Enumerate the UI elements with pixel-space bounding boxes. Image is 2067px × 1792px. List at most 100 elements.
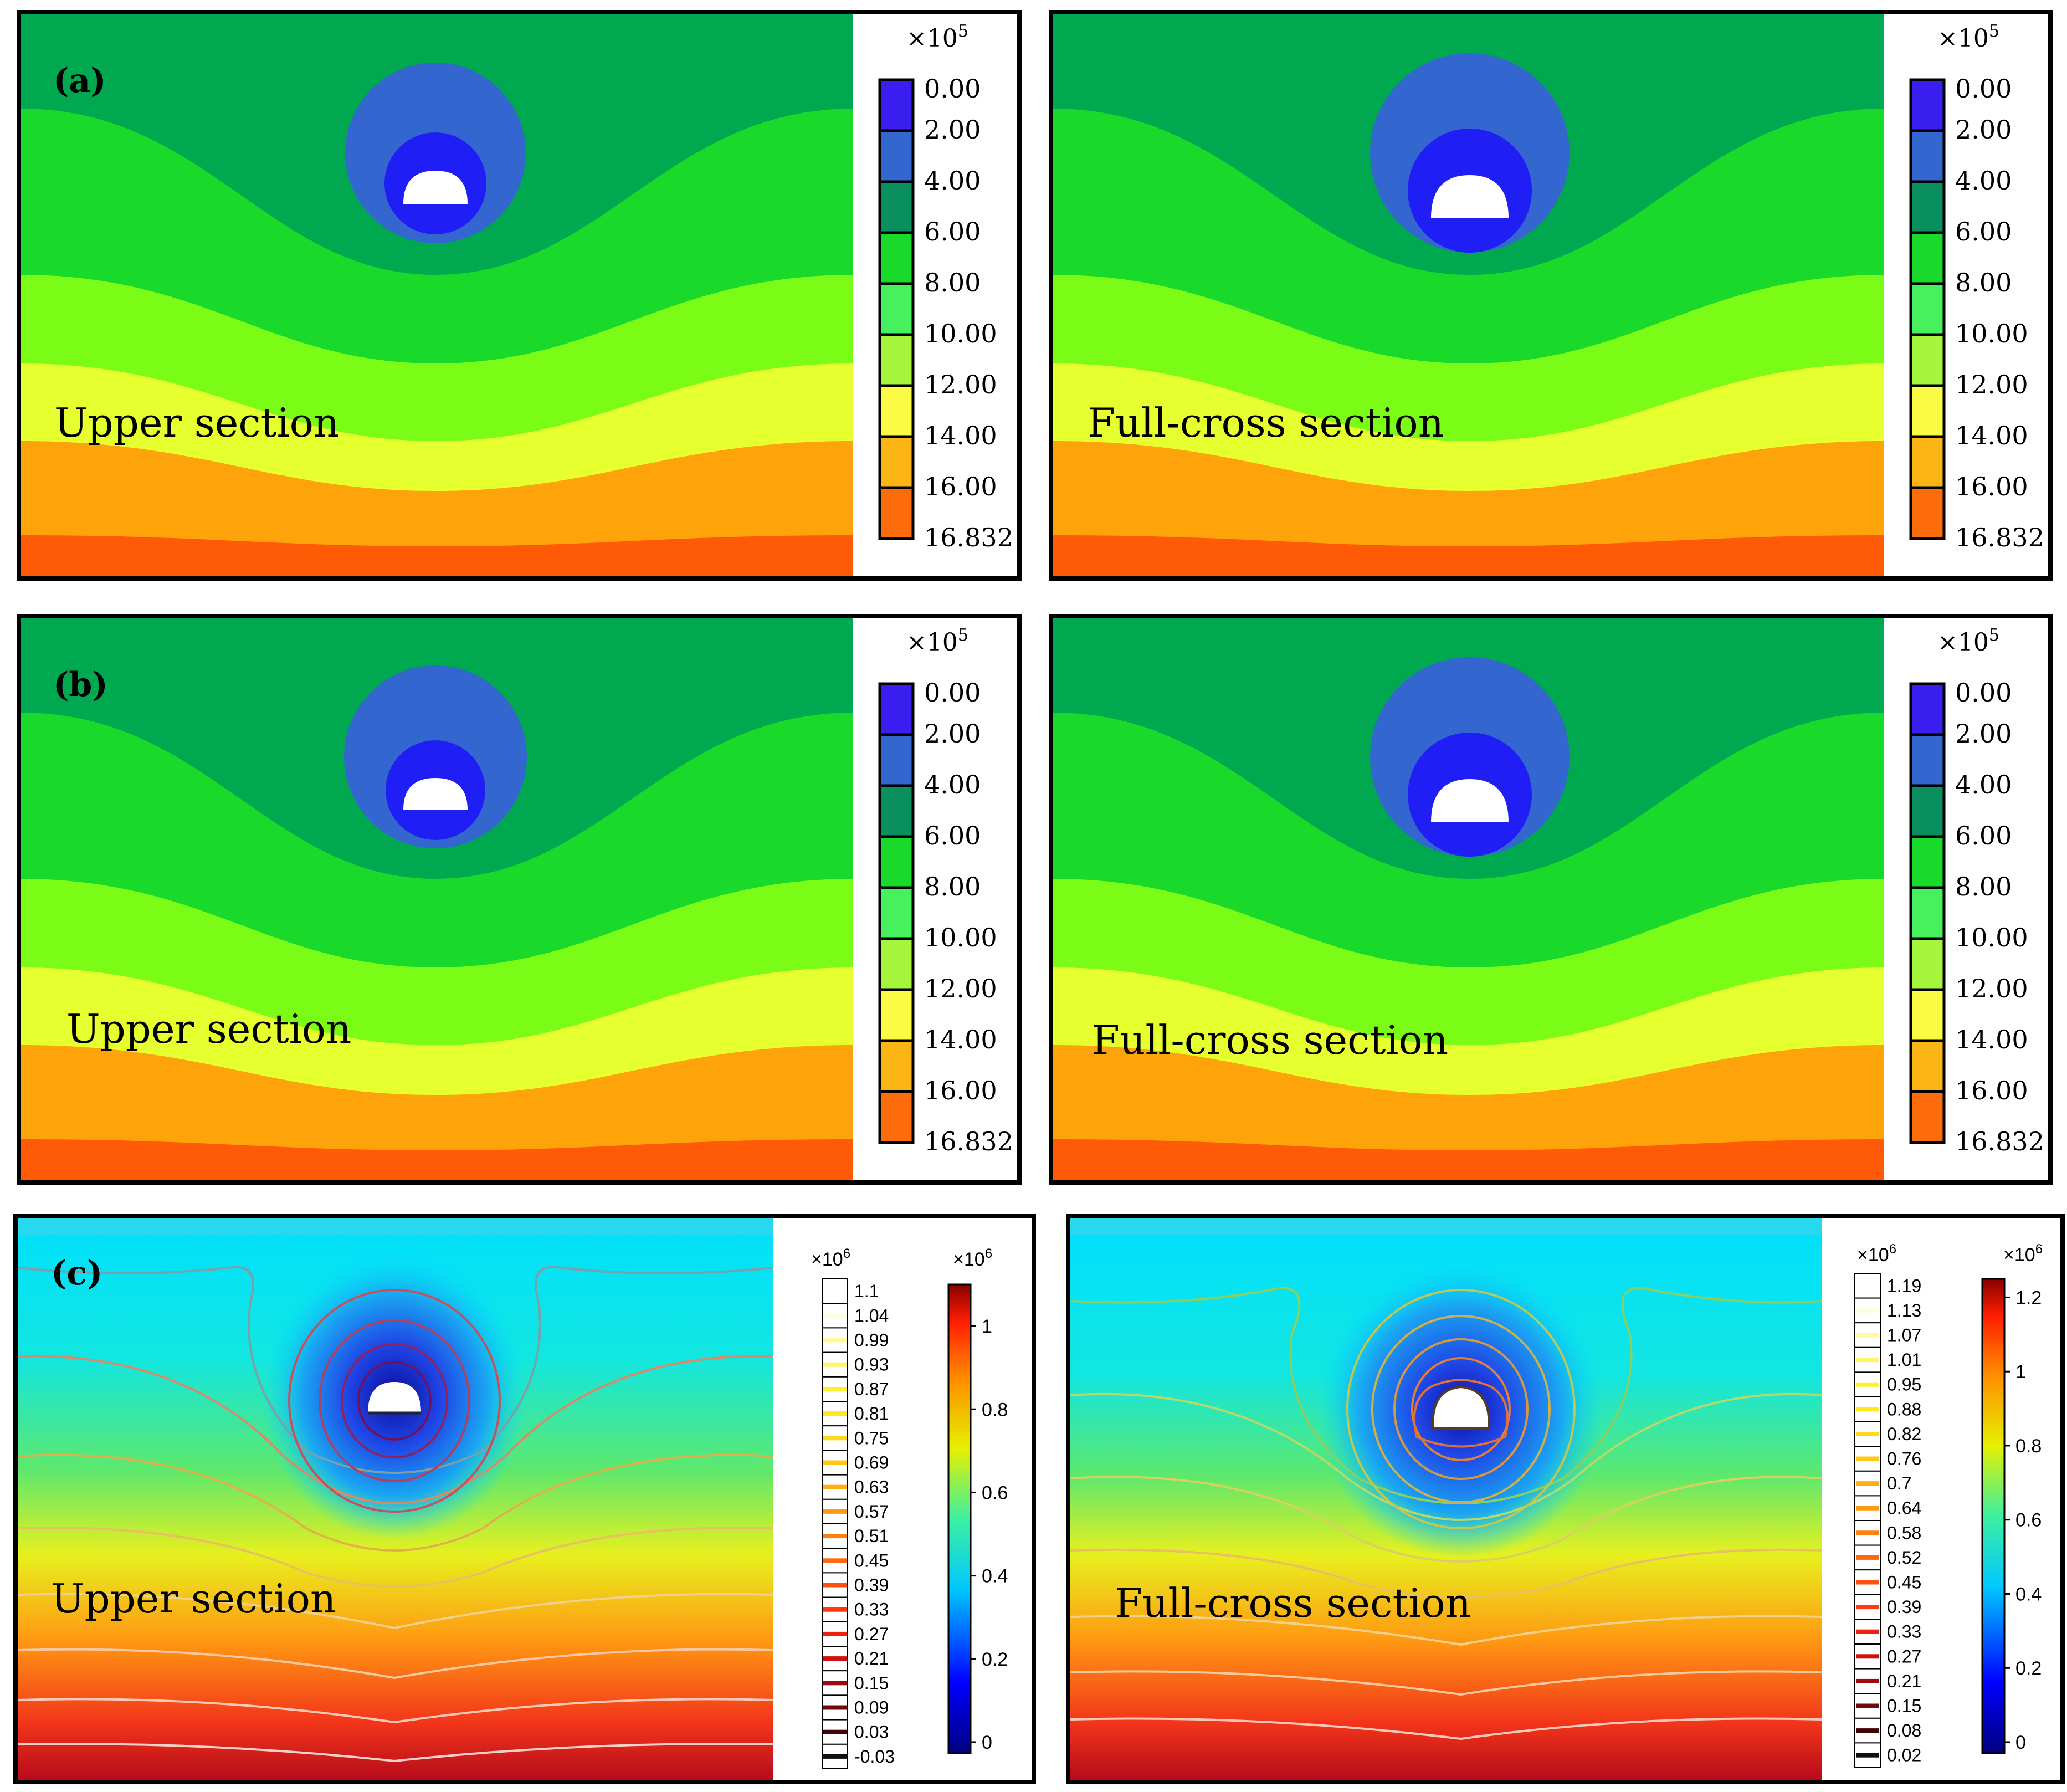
legend-swatch [878, 78, 915, 132]
legend-value: 16.832 [1955, 523, 2044, 552]
legend-swatch [878, 282, 915, 336]
legend-line [1856, 1333, 1879, 1338]
legend-value: 16.832 [924, 523, 1013, 552]
legend-line [1856, 1530, 1879, 1535]
legend-value: 0.99 [854, 1330, 889, 1350]
legend-value: 0.82 [1887, 1424, 1921, 1444]
legend-line [823, 1313, 847, 1318]
legend-line [1856, 1431, 1879, 1436]
legend-line [823, 1705, 847, 1710]
legend-value: 0.09 [854, 1698, 889, 1718]
legend-swatch [1909, 733, 1946, 787]
exponent-label-colorbar: ×106 [2003, 1242, 2043, 1266]
legend-value: 16.00 [924, 472, 997, 501]
colorbar-tick-label: 0 [2015, 1732, 2026, 1753]
legend-swatch [878, 486, 915, 540]
section-label: Upper section [66, 1006, 351, 1052]
exponent-label: ×106 [1857, 1242, 1896, 1266]
legend-line [1856, 1728, 1879, 1733]
legend-swatch [1909, 988, 1946, 1042]
legend-line [1856, 1678, 1879, 1683]
legend-swatch [1909, 486, 1946, 540]
legend-value: 0.27 [1887, 1646, 1921, 1666]
legend-line [1856, 1605, 1879, 1610]
legend-value: 8.00 [924, 268, 981, 298]
legend-line [823, 1509, 847, 1514]
legend-value: 6.00 [924, 821, 981, 851]
legend-value: 0.88 [1887, 1399, 1921, 1419]
legend-value: 8.00 [924, 872, 981, 902]
panel-a-upper-section: 0.00 2.00 4.00 6.00 8.00 10.00 12.00 14.00 16.00… [17, 10, 1022, 581]
tunnel-opening [1431, 175, 1509, 218]
panel-label: (a) [53, 62, 106, 100]
legend-value: 0.45 [1887, 1573, 1921, 1593]
legend-value: 0.39 [1887, 1597, 1921, 1617]
legend-value: 10.00 [924, 923, 997, 953]
section-label: Upper section [51, 1575, 336, 1622]
legend-line [823, 1338, 847, 1343]
legend-value: 0.39 [854, 1575, 889, 1595]
legend-line [1856, 1580, 1879, 1585]
legend-swatch [1909, 784, 1946, 838]
legend-line [1856, 1654, 1879, 1659]
legend-line [823, 1362, 847, 1367]
legend-value: 8.00 [1955, 872, 2012, 902]
legend-value: 6.00 [1955, 217, 2012, 247]
legend-line [1856, 1407, 1879, 1412]
legend-value: 2.00 [924, 719, 981, 749]
legend-value: 0.02 [1887, 1745, 1921, 1765]
legend-value: 14.00 [1955, 421, 2028, 450]
band-5 [21, 535, 853, 576]
contour-plot: ×106 ×106 1.19 1.13 1.07 1.01 0.95 0.88 0.82 0.… [1070, 1218, 2060, 1780]
legend-line [1856, 1703, 1879, 1708]
legend-line [823, 1607, 847, 1612]
legend-swatch [878, 384, 915, 438]
colorbar [947, 1283, 972, 1754]
legend-swatch [1909, 937, 1946, 991]
legend-value: 16.832 [1955, 1127, 2044, 1156]
legend-value: 0.58 [1887, 1523, 1921, 1543]
contour-plot: 0.00 2.00 4.00 6.00 8.00 10.00 12.00 14.00 16.00… [21, 14, 1017, 576]
legend-value: 12.00 [1955, 370, 2028, 400]
legend-value: 0.52 [1887, 1548, 1921, 1568]
legend-swatch [878, 435, 915, 489]
panel-label: (c) [51, 1254, 102, 1293]
section-label: Full-cross section [1115, 1580, 1471, 1626]
legend-value: 0.57 [854, 1502, 889, 1522]
legend-value: 0.00 [1955, 74, 2012, 104]
legend-swatch [878, 937, 915, 991]
legend-value: 4.00 [924, 770, 981, 800]
legend-value: 0.00 [924, 678, 981, 708]
legend-value: 2.00 [1955, 719, 2012, 749]
legend-value: 0.00 [924, 74, 981, 104]
legend-value: 16.832 [924, 1127, 1013, 1156]
legend-value: 1.13 [1887, 1301, 1921, 1320]
legend-value: 0.21 [854, 1648, 889, 1668]
contour-plot: 0.00 2.00 4.00 6.00 8.00 10.00 12.00 14.00 16.00… [1053, 618, 2048, 1180]
legend-value: 0.45 [854, 1550, 889, 1570]
legend-value: 12.00 [924, 370, 997, 400]
legend-swatch [878, 886, 915, 940]
legend-value: 14.00 [1955, 1025, 2028, 1054]
legend-value: 2.00 [1955, 115, 2012, 145]
tunnel-opening [1431, 779, 1509, 822]
legend-line [823, 1631, 847, 1636]
legend-line [823, 1681, 847, 1686]
exponent-label: ×105 [1937, 22, 1999, 53]
legend-line [823, 1289, 847, 1294]
legend-value: 0.75 [854, 1428, 889, 1448]
colorbar [1981, 1278, 2006, 1754]
legend-line [823, 1656, 847, 1661]
band-5 [1053, 1139, 1884, 1180]
legend-value: 0.15 [854, 1673, 889, 1693]
legend-line [1856, 1753, 1879, 1758]
surface-strip [18, 1218, 773, 1235]
legend-line [823, 1534, 847, 1539]
legend-value: 6.00 [924, 217, 981, 247]
legend-line [823, 1484, 847, 1489]
legend-value: 1.19 [1887, 1276, 1921, 1296]
legend-value: 0.03 [854, 1722, 889, 1742]
colorbar-tick-label: 1 [982, 1316, 992, 1337]
legend-value: 0.93 [854, 1355, 889, 1375]
legend-swatch [878, 733, 915, 787]
